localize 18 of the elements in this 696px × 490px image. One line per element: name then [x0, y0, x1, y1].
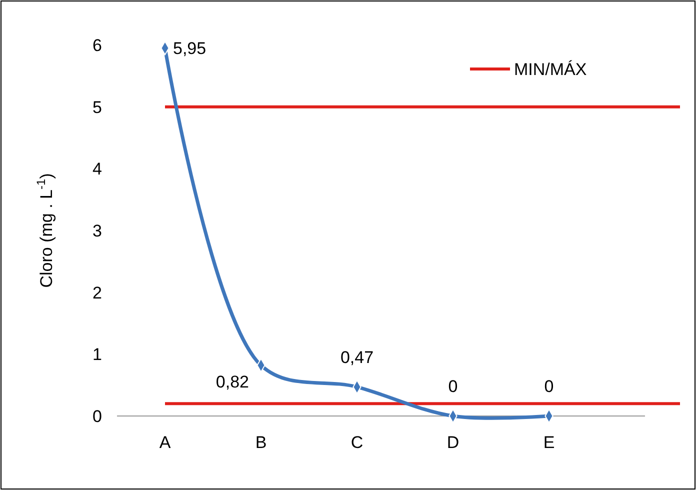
y-tick-label: 1: [92, 345, 102, 364]
data-label: 0: [544, 377, 554, 396]
y-tick-label: 6: [92, 36, 102, 55]
y-tick-label: 0: [92, 406, 102, 426]
data-label: 5,95: [173, 39, 206, 58]
x-tick-label: A: [159, 433, 172, 452]
legend-label: MIN/MÁX: [514, 60, 587, 79]
x-tick-label: C: [350, 433, 364, 452]
x-tick-label: E: [543, 433, 555, 452]
y-tick-label: 5: [92, 98, 102, 117]
data-label: 0,47: [340, 348, 374, 367]
x-tick-label: B: [255, 433, 267, 452]
data-label: 0,82: [216, 372, 249, 392]
data-label: 0: [448, 377, 458, 396]
y-tick-label: 2: [92, 283, 102, 302]
x-tick-label: D: [446, 433, 460, 452]
y-tick-label: 4: [92, 160, 102, 179]
y-tick-label: 3: [92, 221, 102, 240]
